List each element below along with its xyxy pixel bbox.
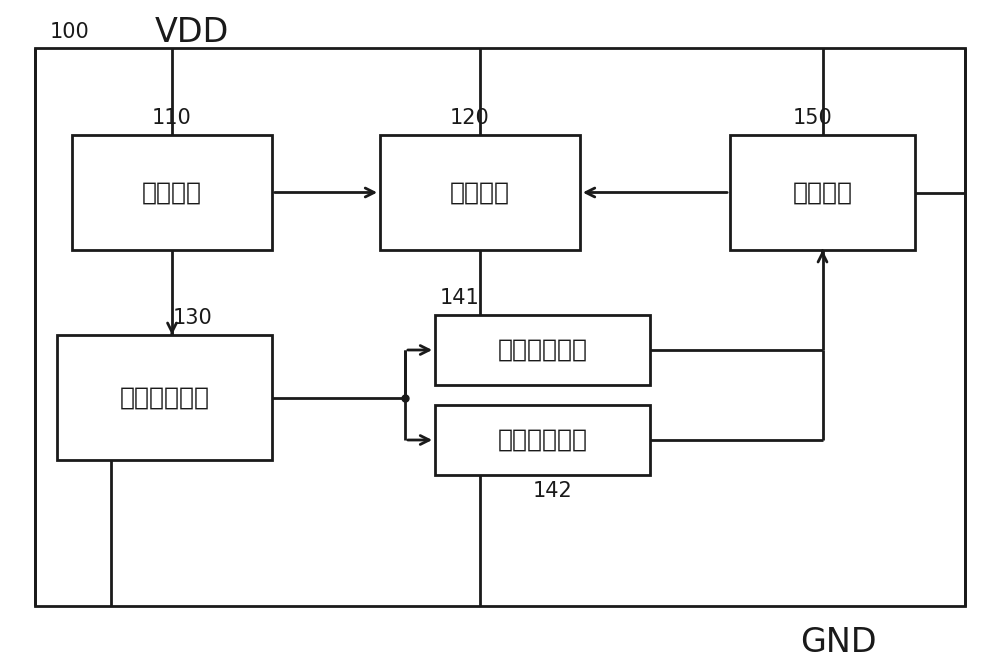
Bar bbox=[730, 135, 915, 250]
Bar bbox=[35, 48, 965, 606]
Text: GND: GND bbox=[800, 625, 877, 657]
Text: 130: 130 bbox=[173, 308, 212, 328]
Text: 120: 120 bbox=[450, 108, 490, 128]
Text: 141: 141 bbox=[440, 288, 480, 308]
Text: 第二整流电路: 第二整流电路 bbox=[498, 428, 588, 452]
Text: 参考振荡模块: 参考振荡模块 bbox=[120, 386, 210, 409]
Text: 第一整流电路: 第一整流电路 bbox=[498, 338, 588, 362]
Bar bbox=[435, 405, 650, 475]
Bar bbox=[72, 135, 272, 250]
Text: VDD: VDD bbox=[155, 16, 229, 49]
Bar bbox=[435, 315, 650, 385]
Text: 150: 150 bbox=[792, 108, 832, 128]
Text: 偏置模块: 偏置模块 bbox=[142, 181, 202, 204]
Text: 振荡模块: 振荡模块 bbox=[450, 181, 510, 204]
Text: 100: 100 bbox=[50, 22, 90, 42]
Text: 调节模块: 调节模块 bbox=[792, 181, 852, 204]
Bar bbox=[380, 135, 580, 250]
Text: 142: 142 bbox=[532, 481, 572, 501]
Bar bbox=[57, 335, 272, 460]
Text: 110: 110 bbox=[152, 108, 192, 128]
